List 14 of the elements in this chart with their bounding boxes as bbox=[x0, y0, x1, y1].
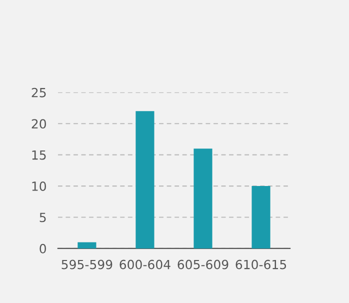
y-tick-label: 25 bbox=[32, 88, 46, 98]
x-tick-label: 605-609 bbox=[178, 260, 228, 270]
bar bbox=[252, 186, 270, 248]
bar bbox=[78, 242, 96, 248]
x-tick-label: 610-615 bbox=[236, 260, 286, 270]
bar bbox=[194, 148, 212, 248]
x-tick-label: 595-599 bbox=[62, 260, 112, 270]
y-tick-label: 0 bbox=[40, 244, 46, 254]
bar bbox=[136, 111, 154, 248]
y-tick-label: 20 bbox=[32, 119, 46, 129]
y-tick-label: 10 bbox=[32, 182, 46, 191]
x-tick-label: 600-604 bbox=[120, 260, 170, 270]
y-tick-label: 15 bbox=[32, 150, 46, 160]
y-tick-label: 5 bbox=[40, 212, 46, 222]
